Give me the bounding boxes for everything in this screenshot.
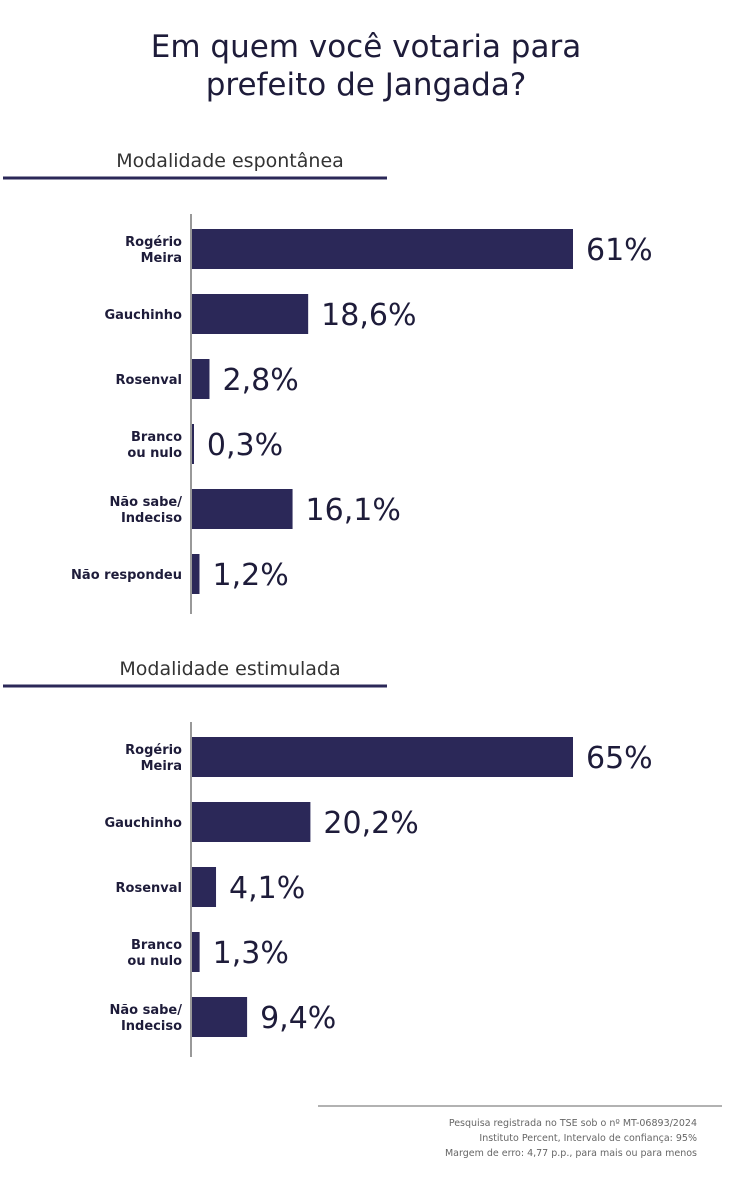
value-label: 18,6% — [321, 298, 416, 333]
bar — [192, 489, 293, 529]
bar — [192, 229, 573, 269]
category-label: Branco ou nulo — [127, 938, 182, 969]
footnote: Pesquisa registrada no TSE sob o nº MT-0… — [449, 1118, 697, 1129]
title: Em quem você votaria para prefeito de Ja… — [150, 29, 582, 103]
subtitle: Modalidade estimulada — [119, 658, 340, 680]
value-label: 9,4% — [260, 1001, 336, 1036]
value-label: 2,8% — [222, 363, 298, 398]
value-label: 20,2% — [323, 806, 418, 841]
category-label: Não sabe/Indeciso — [110, 1003, 183, 1034]
category-label: Rosenval — [116, 881, 182, 896]
category-label: Rogério Meira — [125, 743, 182, 774]
bar — [192, 802, 311, 842]
subtitle: Modalidade espontânea — [116, 150, 344, 172]
category-label: Rogério Meira — [125, 235, 182, 266]
value-label: 16,1% — [306, 493, 401, 528]
value-label: 61% — [586, 233, 653, 268]
value-label: 0,3% — [207, 428, 283, 463]
bar — [192, 359, 210, 399]
category-label: Não sabe/Indeciso — [110, 495, 183, 526]
category-label: Não respondeu — [71, 568, 182, 583]
value-label: 65% — [586, 741, 653, 776]
category-label: Gauchinho — [104, 308, 182, 323]
footnote: Margem de erro: 4,77 p.p., para mais ou … — [445, 1148, 697, 1159]
bar — [192, 554, 200, 594]
bar — [192, 997, 248, 1037]
value-label: 4,1% — [229, 871, 305, 906]
category-label: Branco ou nulo — [127, 430, 182, 461]
footnote: Instituto Percent, Intervalo de confianç… — [479, 1133, 697, 1144]
value-label: 1,2% — [212, 558, 288, 593]
category-label: Rosenval — [116, 373, 182, 388]
bar — [192, 424, 194, 464]
bar — [192, 932, 200, 972]
bar — [192, 737, 573, 777]
bar — [192, 867, 217, 907]
value-label: 1,3% — [213, 936, 289, 971]
bar — [192, 294, 309, 334]
category-label: Gauchinho — [104, 816, 182, 831]
